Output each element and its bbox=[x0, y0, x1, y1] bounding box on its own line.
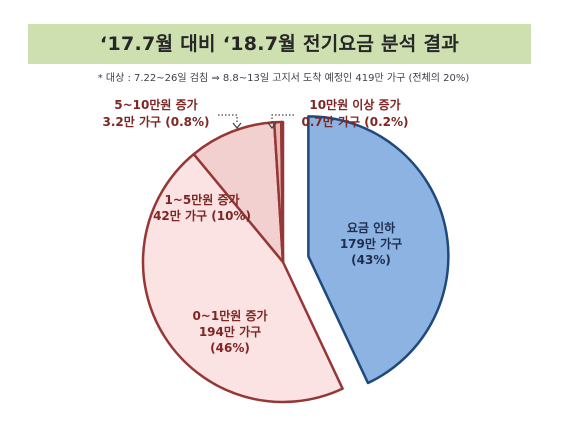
leader-arrow-s3 bbox=[232, 122, 242, 129]
pie-slice-1 bbox=[141, 152, 344, 404]
label-s0-line1: 요금 인하 bbox=[347, 220, 395, 235]
leader-line-s3 bbox=[218, 114, 238, 124]
pie-slice-4 bbox=[279, 120, 285, 264]
target-note: * 대상 : 7.22~26일 검침 ⇒ 8.8~13일 고지서 도착 예정인 … bbox=[97, 73, 470, 84]
label-s0-line2: 179만 가구 bbox=[340, 236, 402, 251]
label-s4-line2: 0.7만 가구 (0.2%) bbox=[302, 114, 409, 129]
page-title: ‘17.7월 대비 ‘18.7월 전기요금 분석 결과 bbox=[99, 33, 460, 55]
label-s1-line3: (46%) bbox=[210, 341, 250, 355]
label-s1-line1: 0~1만원 증가 bbox=[192, 308, 267, 323]
label-s4-line1: 10만원 이상 증가 bbox=[309, 97, 400, 112]
label-s3-line2: 3.2만 가구 (0.8%) bbox=[103, 114, 210, 129]
title-banner: ‘17.7월 대비 ‘18.7월 전기요금 분석 결과 bbox=[28, 24, 531, 64]
label-s3-line1: 5~10만원 증가 bbox=[114, 97, 197, 112]
leader-arrow-s4 bbox=[267, 122, 277, 129]
leader-line-s4 bbox=[271, 114, 294, 124]
label-s0-line3: (43%) bbox=[351, 253, 391, 267]
pie-slice-0 bbox=[307, 115, 450, 385]
label-s1-line2: 194만 가구 bbox=[199, 324, 261, 339]
label-s2-line2: 42만 가구 (10%) bbox=[153, 208, 251, 223]
label-s2-line1: 1~5만원 증가 bbox=[164, 192, 239, 207]
